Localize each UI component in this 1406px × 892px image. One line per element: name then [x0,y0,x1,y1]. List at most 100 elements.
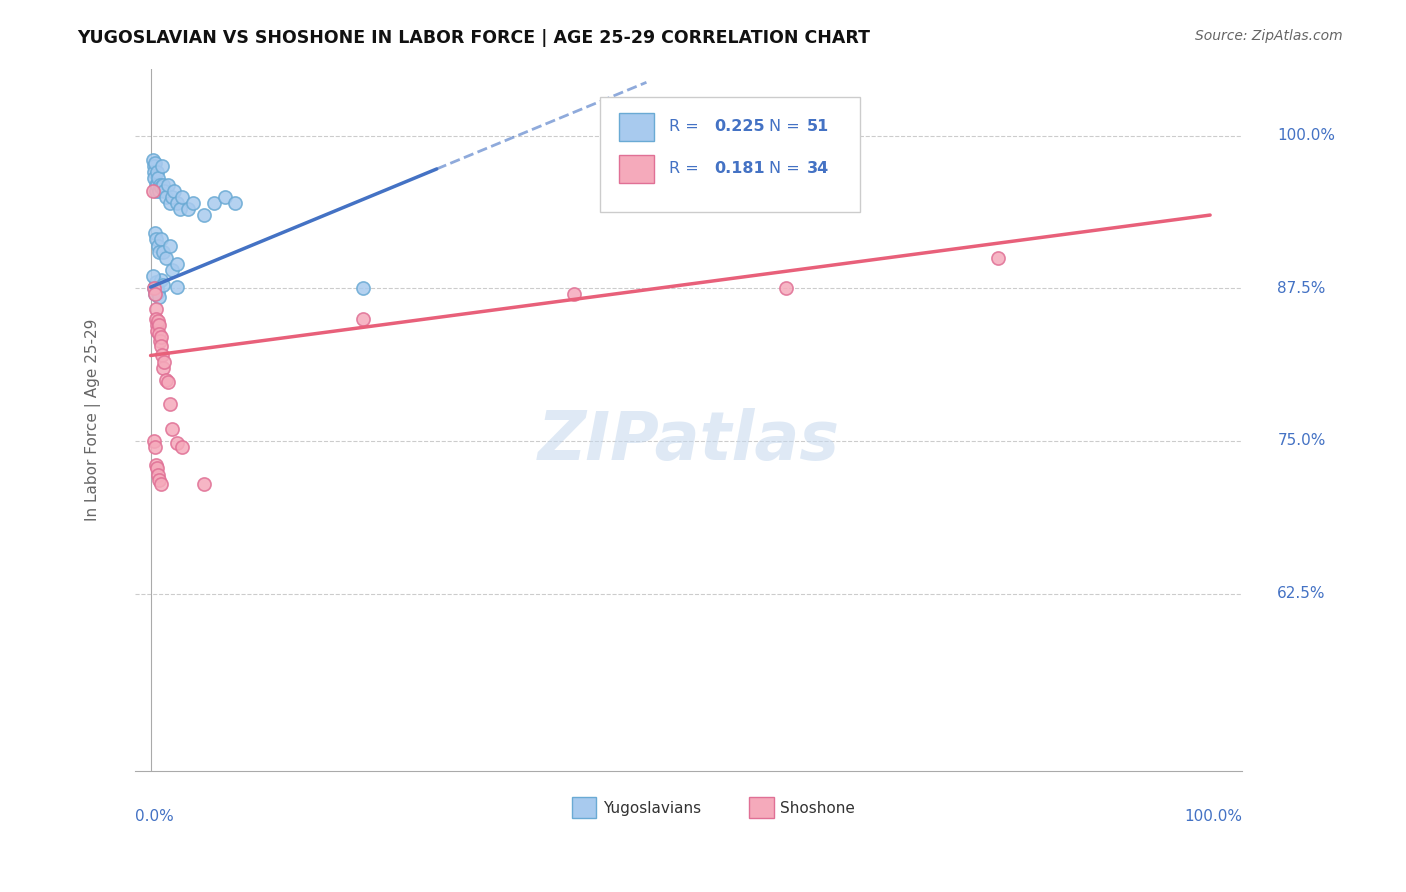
Point [150,349,173,363]
Point [142,165,165,179]
Point [181,195,204,210]
Point [146,318,169,332]
Point [145,275,167,289]
Point [163,184,186,198]
Point [143,287,166,301]
Point [176,202,198,216]
Bar [619,155,654,183]
Point [148,473,170,487]
Point [160,263,183,277]
Point [152,244,174,259]
FancyBboxPatch shape [600,96,860,212]
Point [564,287,586,301]
Point [159,238,181,252]
Point [146,285,169,299]
Point [159,195,181,210]
Point [145,232,167,246]
Point [142,153,165,167]
Point [142,434,165,448]
Text: 51: 51 [807,120,830,135]
Text: 87.5%: 87.5% [1277,281,1326,296]
Point [149,178,172,192]
Point [145,311,167,326]
Point [146,324,169,338]
Text: 0.181: 0.181 [714,161,765,177]
Point [166,280,188,294]
Point [153,354,176,368]
Point [150,330,173,344]
Point [146,460,169,475]
Point [146,468,169,483]
Point [148,244,170,259]
Point [156,376,179,390]
Text: N =: N = [769,120,806,135]
Point [145,184,167,198]
Point [202,195,225,210]
Point [146,281,169,295]
Point [148,326,170,341]
Point [172,440,194,454]
Point [150,476,173,491]
Point [193,208,215,222]
Point [146,165,169,179]
Point [143,440,166,454]
Point [160,422,183,436]
Point [150,232,173,246]
Point [224,195,246,210]
Point [150,159,173,173]
Bar [572,797,596,819]
Point [146,171,169,186]
Text: Yugoslavians: Yugoslavians [603,801,702,816]
Point [142,184,165,198]
Text: 34: 34 [807,161,830,177]
Point [169,202,191,216]
Point [153,184,176,198]
Point [172,190,194,204]
Text: 62.5%: 62.5% [1277,586,1326,601]
Point [155,190,177,204]
Point [156,178,179,192]
Text: 0.225: 0.225 [714,120,765,135]
Text: 100.0%: 100.0% [1184,809,1241,824]
Point [166,436,188,450]
Point [159,397,181,411]
Bar [749,797,773,819]
Point [166,195,188,210]
Point [152,360,174,375]
Point [145,458,167,473]
Point [148,318,170,332]
Point [146,238,169,252]
Point [145,302,167,317]
Text: Shoshone: Shoshone [780,801,855,816]
Point [142,171,165,186]
Text: R =: R = [669,161,704,177]
Point [152,178,174,192]
Text: In Labor Force | Age 25-29: In Labor Force | Age 25-29 [84,318,101,521]
Point [143,155,166,169]
Point [143,227,166,241]
Point [775,281,797,295]
Point [149,334,172,348]
Point [148,290,170,304]
Point [145,178,167,192]
Point [152,277,174,292]
Point [193,476,215,491]
Point [142,281,165,295]
Point [352,281,374,295]
Point [142,281,165,295]
Point [166,257,188,271]
Point [352,311,374,326]
Text: N =: N = [769,161,806,177]
Point [155,373,177,387]
Point [150,339,173,353]
Text: 75.0%: 75.0% [1277,434,1326,449]
Point [160,190,183,204]
Point [142,159,165,173]
Point [148,184,170,198]
Point [155,251,177,265]
Point [143,287,166,301]
Point [150,180,173,194]
Text: R =: R = [669,120,704,135]
Point [146,178,169,192]
Point [146,314,169,328]
